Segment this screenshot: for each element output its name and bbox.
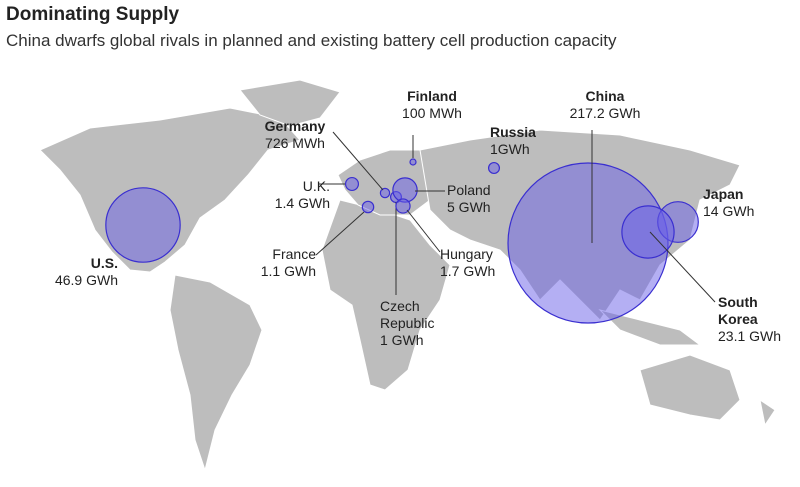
country-name: Germany <box>264 118 326 134</box>
value-label: 5 GWh <box>447 199 491 215</box>
value-label: 1.4 GWh <box>274 195 330 211</box>
bubble-label: U.K. 1.4 GWh <box>250 178 330 212</box>
value-label: 726 MWh <box>265 135 325 151</box>
value-label: 1 GWh <box>380 332 424 348</box>
bubble-label: Hungary 1.7 GWh <box>440 246 510 280</box>
value-label: 217.2 GWh <box>569 105 641 121</box>
leader-line <box>649 231 716 303</box>
leader-line <box>315 211 365 256</box>
country-name: France <box>272 246 316 262</box>
subtitle: China dwarfs global rivals in planned an… <box>6 31 617 50</box>
bubble <box>392 177 418 203</box>
bubble <box>487 161 501 175</box>
bubble-label: Poland 5 GWh <box>447 182 517 216</box>
land <box>39 79 776 472</box>
bubble-label: Czech Republic 1 GWh <box>380 298 460 349</box>
value-label: 46.9 GWh <box>54 272 118 288</box>
bubble-label: China 217.2 GWh <box>560 88 650 122</box>
country-name: U.S. <box>90 255 118 271</box>
bubble <box>621 205 675 259</box>
value-label: 14 GWh <box>703 203 755 219</box>
title: Dominating Supply <box>6 4 180 25</box>
bubble <box>361 200 375 214</box>
value-label: 23.1 GWh <box>718 328 782 344</box>
country-name: Czech Republic <box>380 298 435 331</box>
bubble <box>105 187 181 263</box>
country-name: Russia <box>490 124 536 140</box>
country-name: Japan <box>703 186 744 202</box>
bubble-label: South Korea 23.1 GWh <box>718 294 798 345</box>
bubble-label: U.S. 46.9 GWh <box>30 255 118 289</box>
leader-line <box>406 209 441 253</box>
bubble <box>409 158 417 166</box>
country-name: South Korea <box>718 294 758 327</box>
country-name: Finland <box>407 88 457 104</box>
bubble <box>344 176 360 192</box>
value-label: 1.7 GWh <box>440 263 496 279</box>
value-label: 100 MWh <box>402 105 462 121</box>
value-label: 1.1 GWh <box>260 263 316 279</box>
country-name: China <box>585 88 625 104</box>
country-name: Hungary <box>440 246 493 262</box>
value-label: 1GWh <box>490 141 530 157</box>
bubble <box>395 198 411 214</box>
country-name: U.K. <box>302 178 330 194</box>
leader-line <box>332 131 384 191</box>
country-name: Poland <box>447 182 491 198</box>
bubble-label: France 1.1 GWh <box>240 246 316 280</box>
bubble-label: Finland 100 MWh <box>392 88 472 122</box>
bubble-label: Japan 14 GWh <box>703 186 773 220</box>
bubble-label: Germany 726 MWh <box>250 118 340 152</box>
bubble <box>379 187 391 199</box>
bubble-label: Russia 1GWh <box>490 124 560 158</box>
